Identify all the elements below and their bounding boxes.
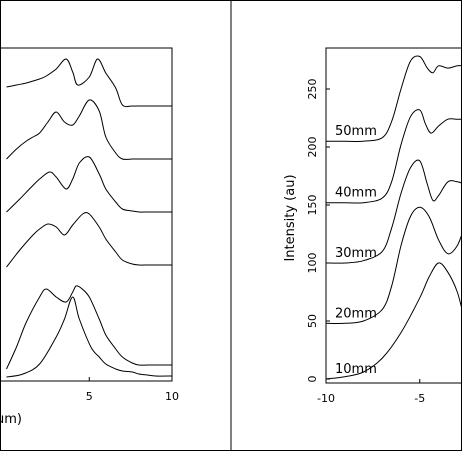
right-plot-frame — [325, 47, 462, 384]
right-y-tick-label: 250 — [306, 79, 319, 100]
right-series-line — [326, 55, 462, 142]
right-y-tick-label: 0 — [306, 376, 319, 383]
right-series-label: 10mm — [335, 362, 377, 377]
right-series-label: 20mm — [335, 306, 377, 321]
right-series-label: 30mm — [335, 246, 377, 261]
right-series-label: 50mm — [335, 124, 377, 139]
right-series-label: 40mm — [335, 186, 377, 201]
right-curves — [325, 55, 462, 380]
right-series-line — [325, 206, 462, 324]
right-panel: 0 50 100 150 200 250 -10 -5 10mm 20mm 30mm 40mm 50… — [283, 47, 462, 405]
left-plot-frame — [0, 47, 173, 382]
left-series-line — [6, 99, 172, 160]
right-y-ticks: 0 50 100 150 200 250 — [306, 79, 330, 383]
right-series-line — [325, 159, 462, 264]
left-series-line — [6, 58, 172, 108]
left-x-tick-label: 5 — [86, 390, 93, 403]
right-series-line — [325, 262, 462, 380]
right-y-tick-label: 50 — [306, 314, 319, 328]
right-x-ticks: -10 -5 — [317, 379, 425, 405]
left-series-line — [6, 156, 172, 213]
right-x-tick-label: -10 — [317, 392, 335, 405]
right-y-tick-label: 100 — [306, 253, 319, 274]
left-x-axis-label: um) — [0, 412, 22, 427]
left-curves — [6, 58, 173, 378]
right-y-tick-label: 150 — [306, 195, 319, 216]
right-y-axis-label: Intensity (au) — [283, 174, 298, 261]
right-series-labels: 10mm 20mm 30mm 40mm 50mm — [335, 124, 377, 377]
left-x-ticks: 5 10 — [86, 377, 179, 403]
right-x-tick-label: -5 — [414, 392, 425, 405]
right-series-line — [326, 109, 462, 204]
left-panel: 5 10 um) — [0, 47, 179, 427]
right-y-tick-label: 200 — [306, 137, 319, 158]
left-series-line — [6, 296, 173, 378]
left-x-tick-label: 10 — [165, 390, 179, 403]
left-series-line — [6, 285, 172, 370]
left-series-line — [6, 212, 172, 268]
